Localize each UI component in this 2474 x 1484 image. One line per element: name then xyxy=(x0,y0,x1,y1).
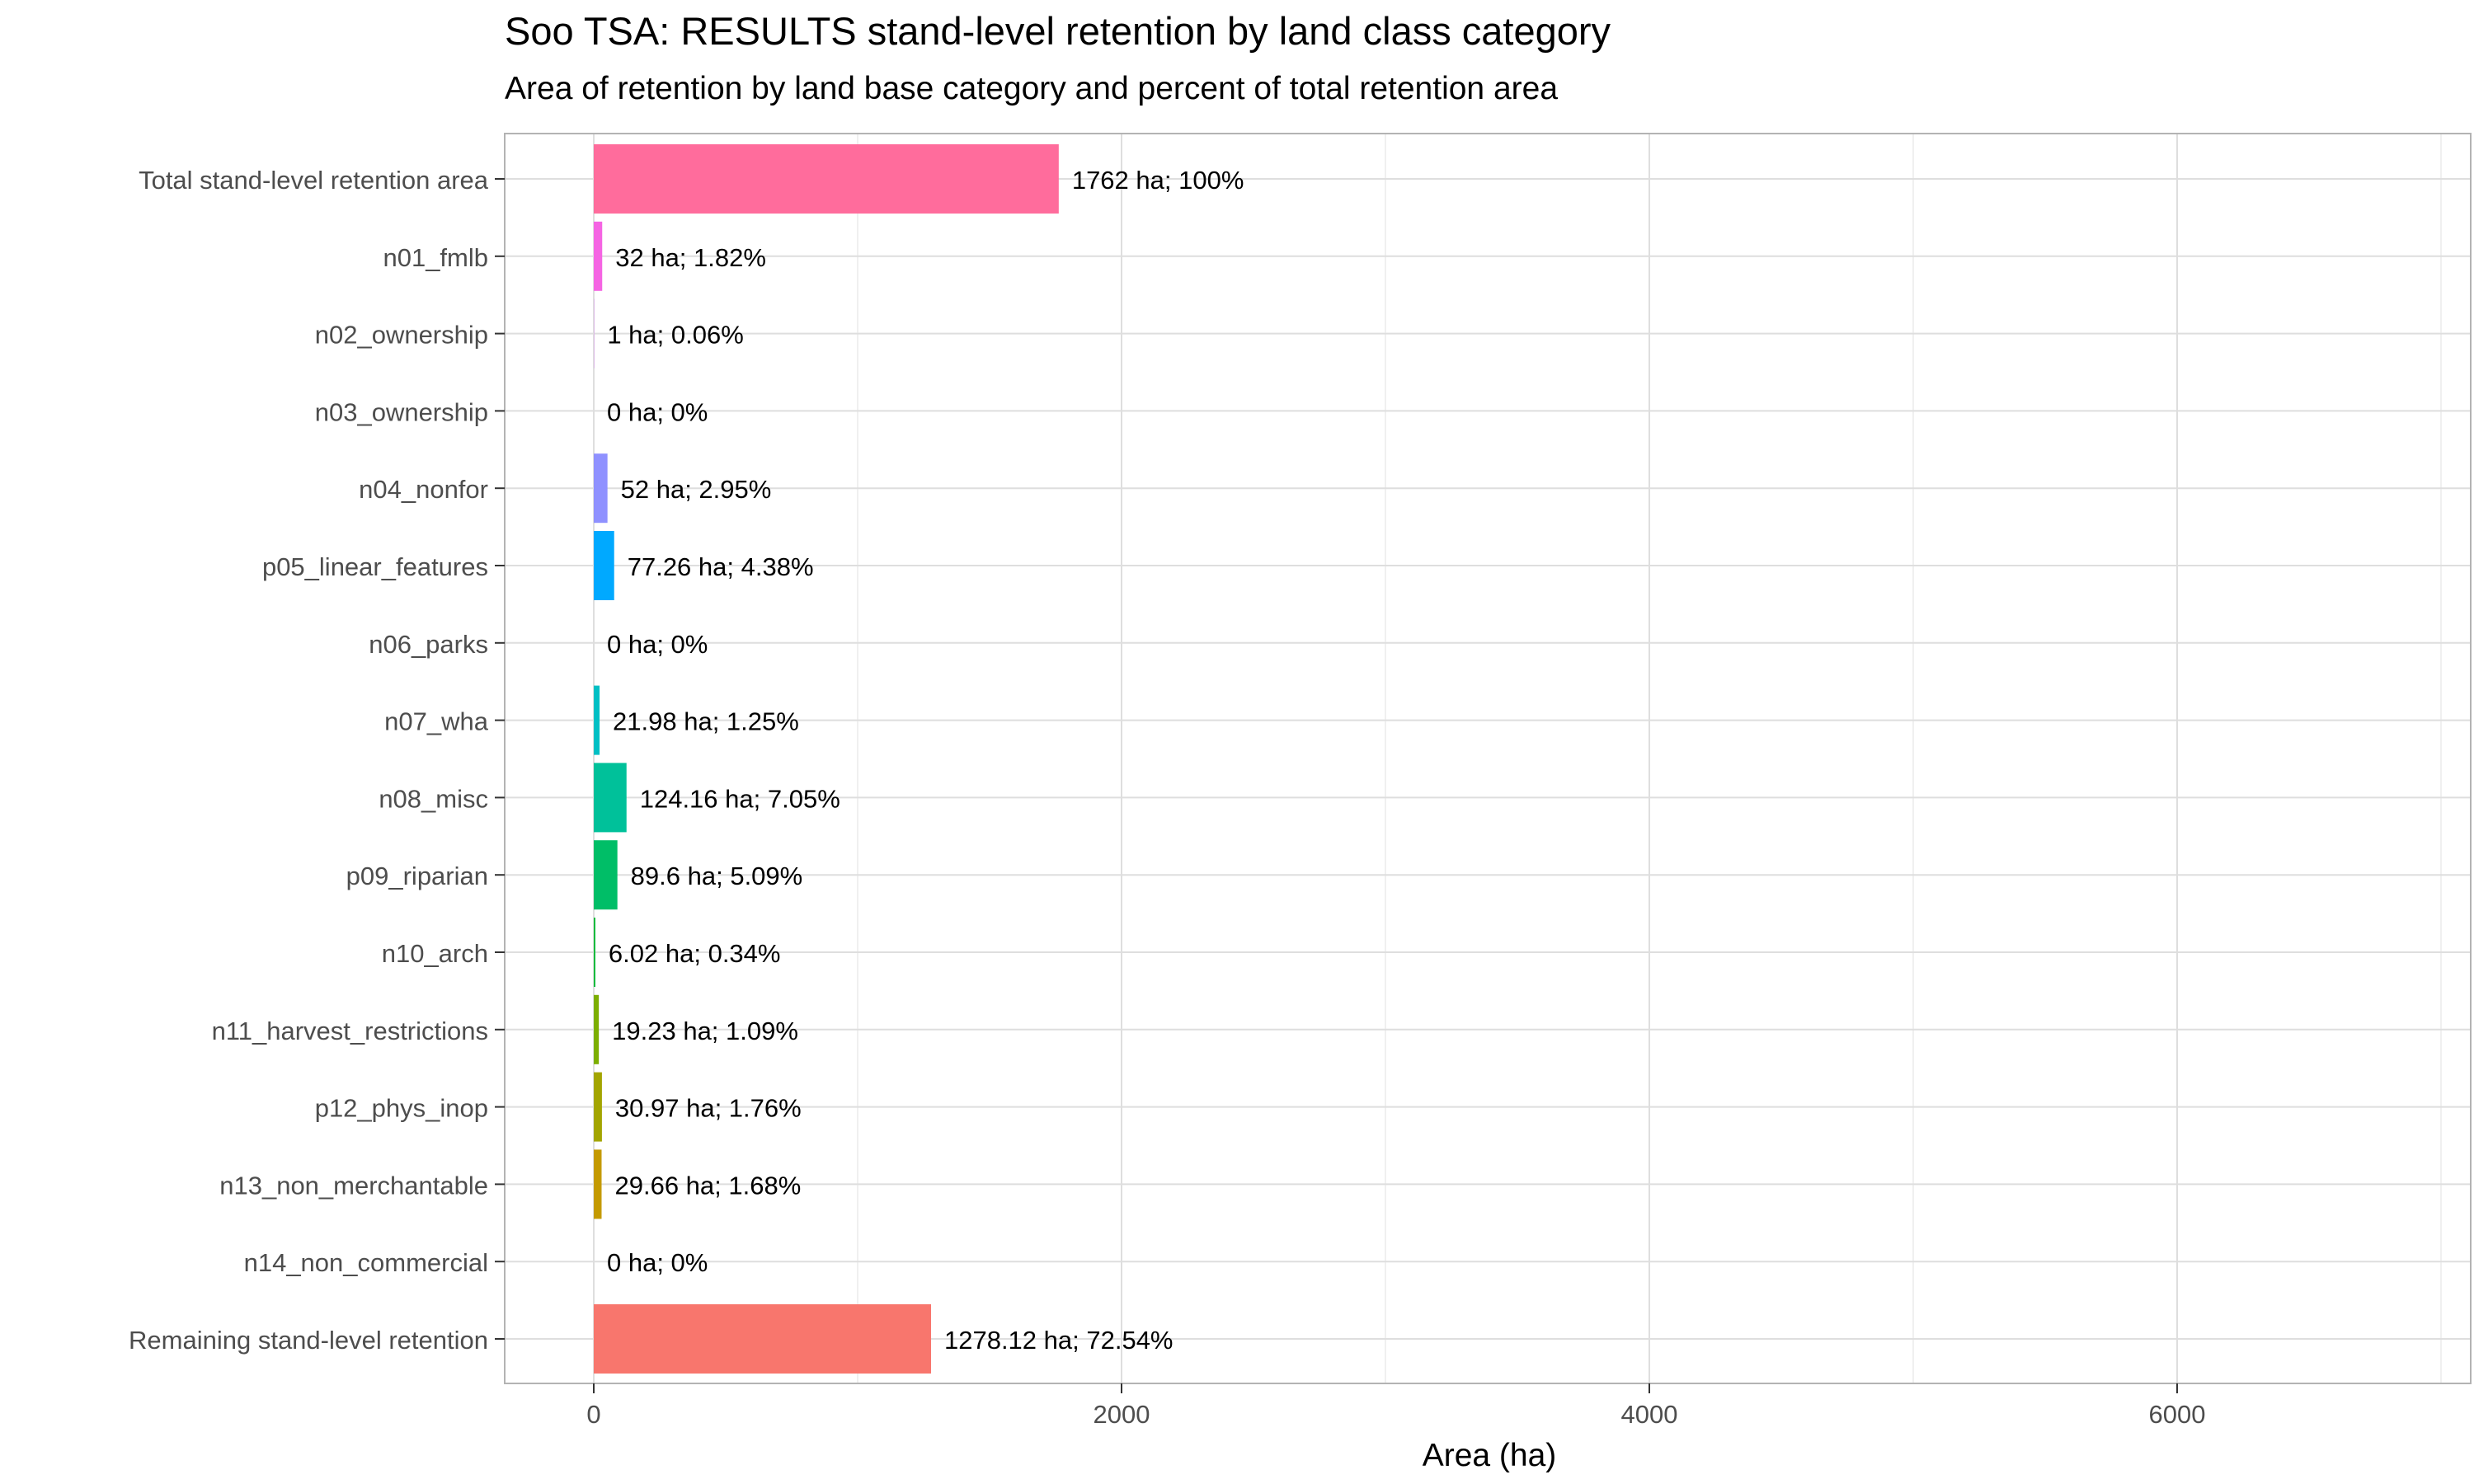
bar xyxy=(594,453,608,524)
plot-panel xyxy=(505,134,2471,1383)
data-label: 52 ha; 2.95% xyxy=(621,475,772,504)
y-tick-label: n04_nonfor xyxy=(359,475,488,504)
data-label: 21.98 ha; 1.25% xyxy=(613,707,799,736)
x-tick-label: 6000 xyxy=(2149,1400,2206,1429)
bar xyxy=(594,1304,931,1374)
data-label: 1 ha; 0.06% xyxy=(607,321,743,350)
y-tick-label: n02_ownership xyxy=(315,321,488,350)
y-tick-label: p05_linear_features xyxy=(262,552,488,581)
data-label: 124.16 ha; 7.05% xyxy=(640,784,840,813)
bar xyxy=(594,685,600,755)
bars xyxy=(594,144,1059,1374)
x-axis-ticks: 0 2000 4000 6000 xyxy=(586,1383,2205,1429)
y-tick-label: n03_ownership xyxy=(315,397,488,426)
data-label: 77.26 ha; 4.38% xyxy=(628,552,814,581)
data-label: 19.23 ha; 1.09% xyxy=(612,1017,798,1045)
data-label: 30.97 ha; 1.76% xyxy=(615,1094,802,1123)
y-tick-label: Total stand-level retention area xyxy=(139,166,489,195)
data-label: 1762 ha; 100% xyxy=(1072,166,1244,195)
bar xyxy=(594,531,614,600)
data-labels: 1762 ha; 100% 32 ha; 1.82% 1 ha; 0.06% 0 ha… xyxy=(607,166,1244,1355)
y-tick-label: n01_fmlb xyxy=(383,243,488,272)
data-label: 0 ha; 0% xyxy=(607,397,708,426)
chart-subtitle: Area of retention by land base category … xyxy=(505,71,1559,106)
bar xyxy=(594,144,1059,214)
plot-panel-border xyxy=(504,133,2472,1384)
y-tick-label: n08_misc xyxy=(379,784,488,813)
bar xyxy=(594,221,603,291)
y-tick-label: n06_parks xyxy=(369,630,488,659)
y-tick-label: p12_phys_inop xyxy=(315,1094,488,1123)
data-label: 29.66 ha; 1.68% xyxy=(614,1171,801,1200)
y-tick-label: n11_harvest_restrictions xyxy=(212,1017,488,1045)
y-tick-label: n13_non_merchantable xyxy=(219,1171,488,1200)
y-axis-ticks: Total stand-level retention area n01_fmlb… xyxy=(129,166,505,1355)
y-tick-label: n07_wha xyxy=(384,707,489,736)
bar xyxy=(594,1149,602,1219)
data-label: 0 ha; 0% xyxy=(607,630,708,659)
x-axis-title: Area (ha) xyxy=(1423,1438,1557,1473)
y-tick-label: n10_arch xyxy=(382,939,488,968)
bar xyxy=(594,1072,602,1142)
bar xyxy=(594,918,595,987)
bar xyxy=(594,840,618,910)
chart-title: Soo TSA: RESULTS stand-level retention b… xyxy=(505,9,1611,53)
y-tick-label: Remaining stand-level retention xyxy=(129,1326,488,1355)
data-label: 6.02 ha; 0.34% xyxy=(609,939,781,968)
data-label: 1278.12 ha; 72.54% xyxy=(944,1326,1174,1355)
data-label: 0 ha; 0% xyxy=(607,1248,708,1277)
data-label: 32 ha; 1.82% xyxy=(615,243,766,272)
y-tick-label: n14_non_commercial xyxy=(244,1248,488,1277)
data-label: 89.6 ha; 5.09% xyxy=(631,862,803,890)
x-tick-label: 2000 xyxy=(1094,1400,1150,1429)
y-tick-label: p09_riparian xyxy=(346,862,488,890)
bar xyxy=(594,994,600,1064)
x-tick-label: 4000 xyxy=(1621,1400,1678,1429)
x-tick-label: 0 xyxy=(586,1400,600,1429)
bar xyxy=(594,763,627,833)
